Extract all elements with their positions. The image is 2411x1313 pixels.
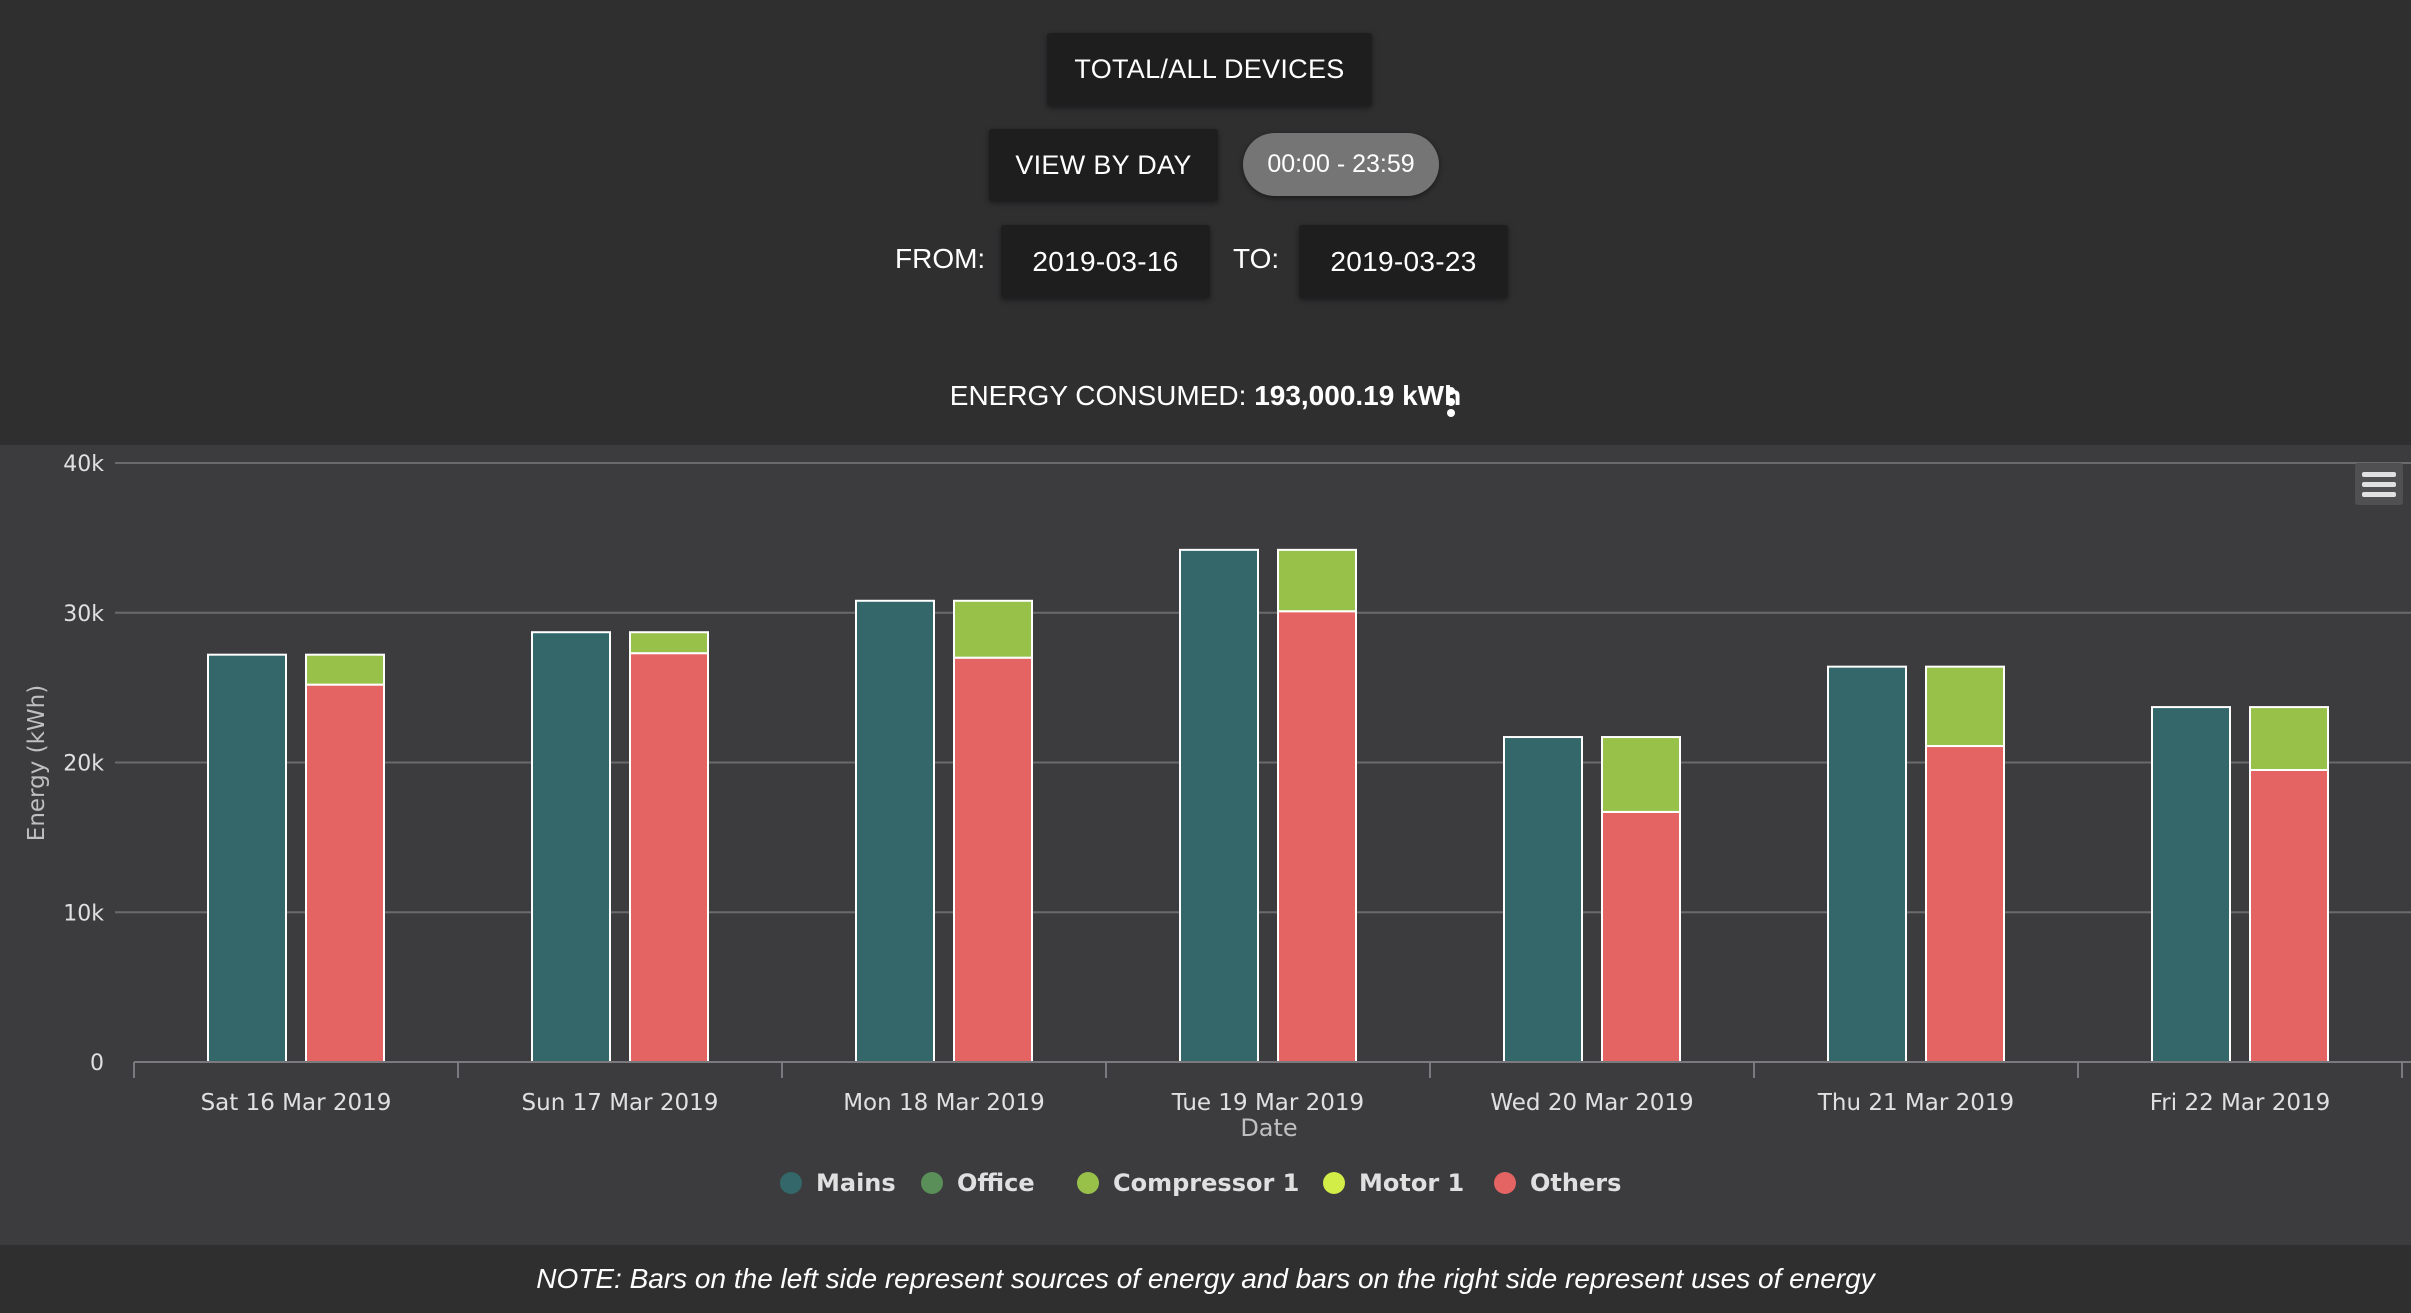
legend-item-compressor-1[interactable]: Compressor 1	[1077, 1169, 1299, 1197]
x-tick-label: Fri 22 Mar 2019	[2150, 1090, 2331, 1116]
x-tick-label: Tue 19 Mar 2019	[1171, 1090, 1364, 1116]
bar-compressor-1[interactable]	[2249, 706, 2329, 771]
legend-item-motor-1[interactable]: Motor 1	[1323, 1169, 1464, 1197]
bar-compressor-1[interactable]	[1601, 736, 1681, 813]
legend-swatch	[780, 1172, 802, 1194]
legend-label: Office	[957, 1169, 1035, 1197]
energy-consumed-summary: ENERGY CONSUMED: 193,000.19 kWh	[0, 380, 2411, 412]
bar-mains[interactable]	[1503, 736, 1583, 1063]
x-axis-title: Date	[1240, 1114, 1297, 1142]
bar-mains[interactable]	[531, 631, 611, 1063]
legend-label: Motor 1	[1359, 1169, 1464, 1197]
bar-mains[interactable]	[1827, 665, 1907, 1063]
bar-others[interactable]	[2249, 768, 2329, 1063]
energy-consumed-value: 193,000.19 kWh	[1254, 380, 1462, 411]
x-tick-label: Sat 16 Mar 2019	[201, 1090, 392, 1116]
bar-others[interactable]	[1601, 810, 1681, 1064]
bar-compressor-1[interactable]	[1277, 548, 1357, 613]
legend-label: Compressor 1	[1113, 1169, 1299, 1197]
y-tick-label: 40k	[63, 452, 104, 477]
chart-menu-icon[interactable]	[2355, 463, 2403, 505]
bar-mains[interactable]	[207, 653, 287, 1063]
bar-compressor-1[interactable]	[953, 599, 1033, 659]
bar-compressor-1[interactable]	[1925, 665, 2005, 748]
bar-others[interactable]	[1277, 610, 1357, 1063]
legend-swatch	[921, 1172, 943, 1194]
x-tick-label: Sun 17 Mar 2019	[522, 1090, 719, 1116]
energy-note: NOTE: Bars on the left side represent so…	[0, 1245, 2411, 1313]
bar-others[interactable]	[953, 656, 1033, 1064]
from-label: FROM:	[895, 243, 986, 274]
bar-compressor-1[interactable]	[305, 653, 385, 686]
legend-swatch	[1077, 1172, 1099, 1194]
x-tick-label: Wed 20 Mar 2019	[1490, 1090, 1693, 1116]
y-tick-label: 30k	[63, 602, 104, 627]
control-panel: TOTAL/ALL DEVICES VIEW BY DAY 00:00 - 23…	[0, 0, 2411, 445]
legend-swatch	[1323, 1172, 1345, 1194]
more-options-icon[interactable]	[1443, 384, 1459, 422]
time-range-button[interactable]: 00:00 - 23:59	[1243, 133, 1439, 196]
legend-label: Mains	[816, 1169, 896, 1197]
from-date-input[interactable]: 2019-03-16	[1001, 225, 1210, 298]
bar-others[interactable]	[1925, 745, 2005, 1063]
to-date-input[interactable]: 2019-03-23	[1299, 225, 1508, 298]
x-tick-label: Thu 21 Mar 2019	[1817, 1090, 2014, 1116]
x-tick-label: Mon 18 Mar 2019	[843, 1090, 1045, 1116]
bar-others[interactable]	[305, 683, 385, 1063]
legend-item-mains[interactable]: Mains	[780, 1169, 896, 1197]
energy-bar-chart-svg: 0 10k 20k 30k 40k Sat 16 Mar 2019 Sun 17 Mar 2…	[24, 452, 2411, 1197]
bar-mains[interactable]	[2151, 706, 2231, 1063]
legend-item-office[interactable]: Office	[921, 1169, 1035, 1197]
bar-others[interactable]	[629, 652, 709, 1063]
y-axis-title: Energy (kWh)	[24, 685, 50, 841]
device-select-button[interactable]: TOTAL/ALL DEVICES	[1047, 33, 1372, 106]
energy-chart: 0 10k 20k 30k 40k Sat 16 Mar 2019 Sun 17 Mar 2…	[0, 445, 2411, 1245]
energy-consumed-label: ENERGY CONSUMED:	[949, 380, 1247, 411]
legend-label: Others	[1530, 1169, 1621, 1197]
bar-compressor-1[interactable]	[629, 631, 709, 655]
to-label: TO:	[1233, 243, 1280, 274]
y-tick-label: 20k	[63, 752, 104, 777]
legend-swatch	[1494, 1172, 1516, 1194]
legend-item-others[interactable]: Others	[1494, 1169, 1621, 1197]
y-tick-label: 0	[90, 1051, 104, 1076]
y-tick-label: 10k	[63, 901, 104, 926]
bar-mains[interactable]	[1179, 548, 1259, 1064]
view-by-day-button[interactable]: VIEW BY DAY	[989, 129, 1218, 201]
bar-mains[interactable]	[855, 599, 935, 1064]
